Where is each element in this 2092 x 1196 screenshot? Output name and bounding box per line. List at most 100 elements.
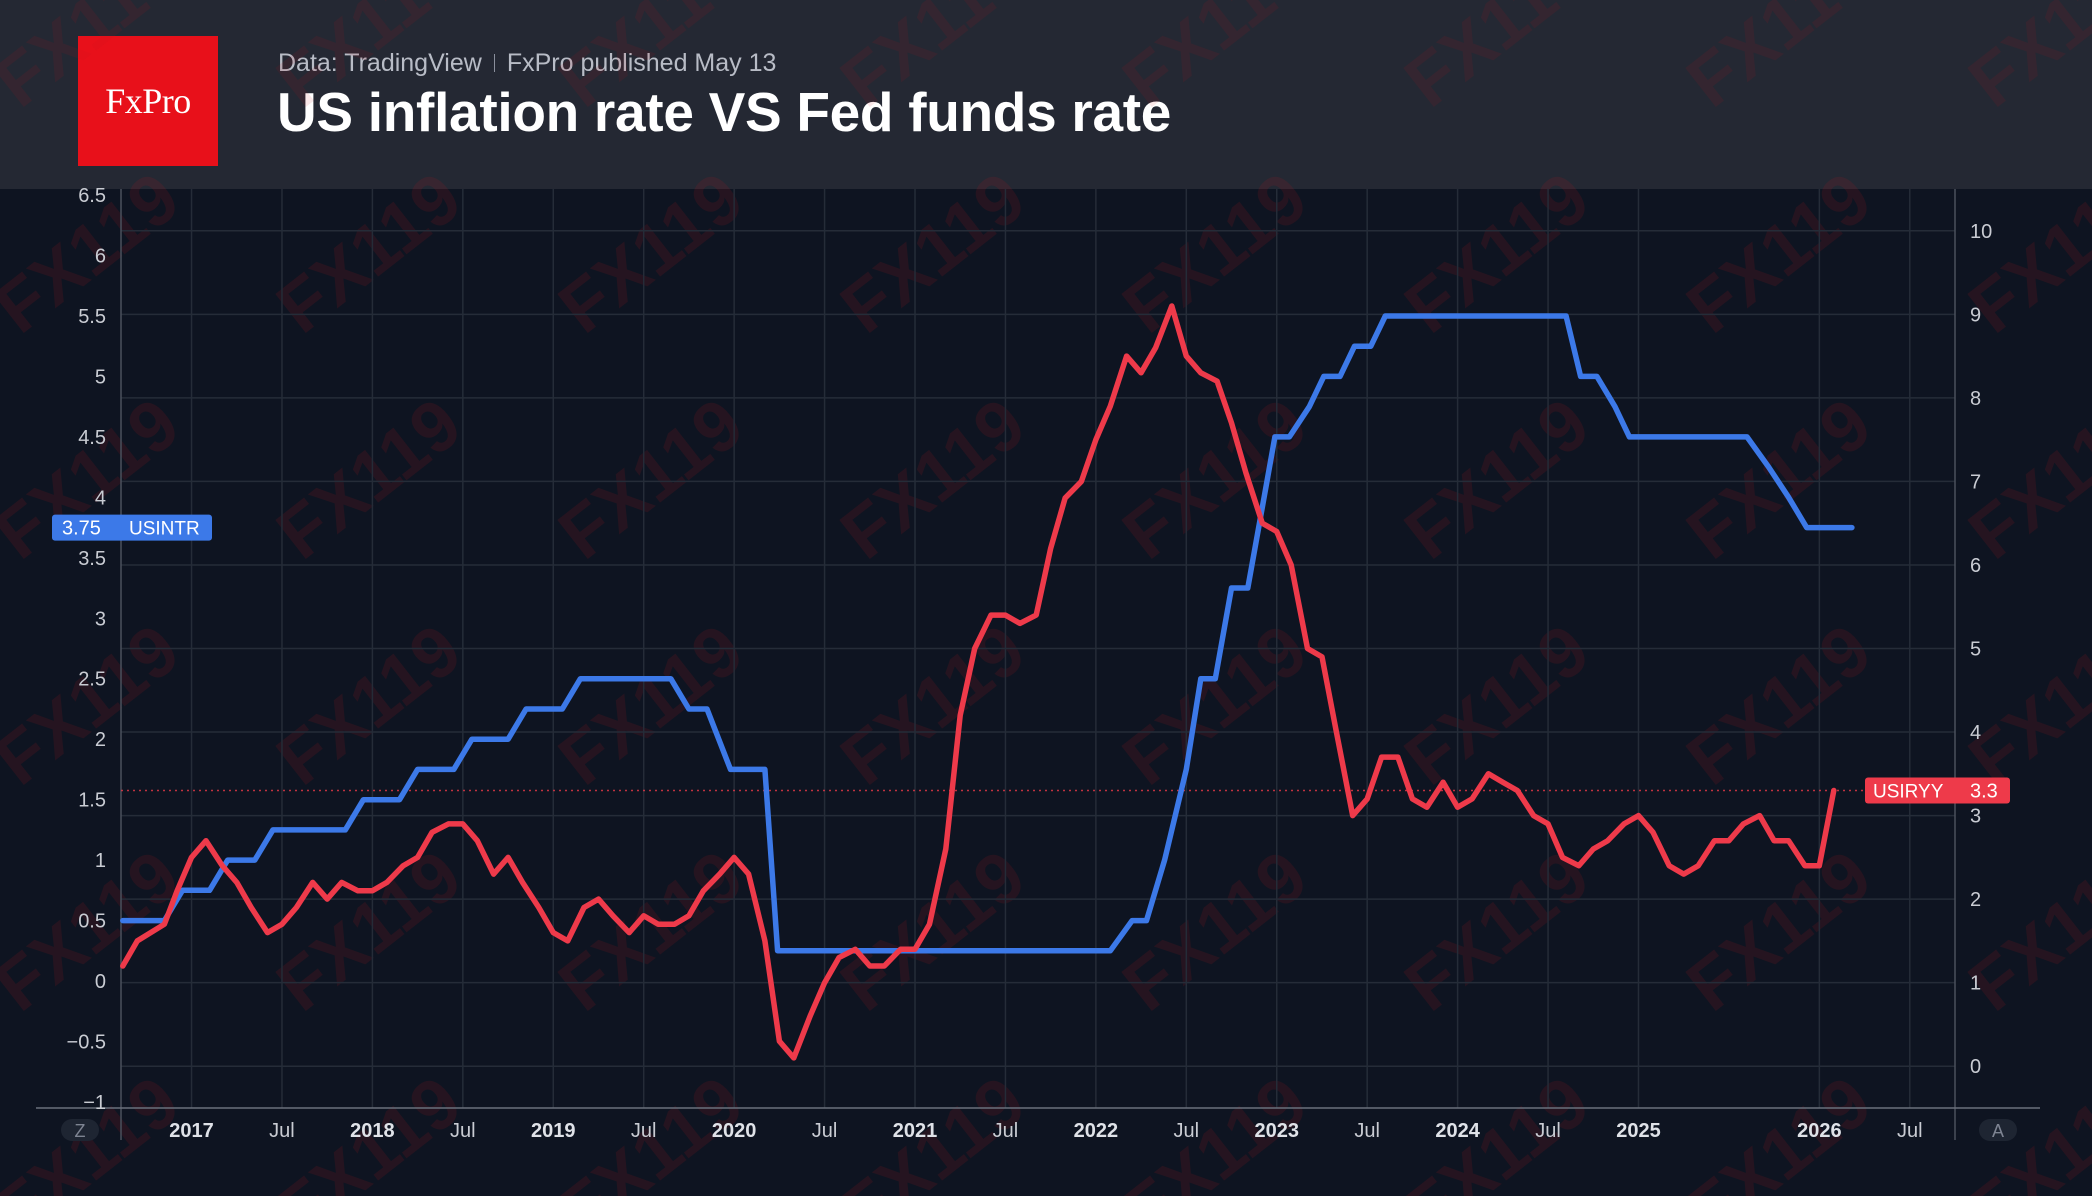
publish-note: FxPro published May 13 [506, 49, 777, 77]
x-axis-tick: 2022 [1074, 1120, 1119, 1142]
right-axis-tick: 6 [1970, 555, 1981, 577]
x-axis-tick: 2018 [350, 1120, 395, 1142]
x-axis-tick: 2023 [1254, 1120, 1299, 1142]
watermark-text: FX119 [1109, 0, 1322, 123]
watermark-text: FX119 [827, 609, 1040, 800]
watermark-text: FX119 [1955, 0, 2092, 123]
right-axis-tick: 2 [1970, 889, 1981, 911]
x-axis-tick: 2020 [712, 1120, 757, 1142]
watermark-text: FX119 [1109, 609, 1322, 800]
usiryy-badge [1865, 777, 2010, 804]
left-axis-tick: −0.5 [67, 1031, 106, 1053]
fxpro-logo: FxPro [78, 36, 218, 166]
x-axis-tick: Jul [269, 1120, 295, 1142]
usintr-badge [52, 514, 212, 541]
watermark-text: FX119 [545, 609, 758, 800]
x-axis-tick: Jul [993, 1120, 1019, 1142]
watermark-text: FX119 [1391, 383, 1604, 574]
watermark-text: FX119 [1673, 609, 1886, 800]
scale-button-left [61, 1119, 99, 1141]
watermark-text: FX119 [1955, 1061, 2092, 1196]
left-axis-tick: 0 [95, 971, 106, 993]
watermark-text: FX119 [827, 835, 1040, 1026]
left-axis-tick: 3 [95, 608, 106, 630]
left-axis-tick: 6.5 [78, 185, 106, 207]
watermark-text: FX119 [1391, 157, 1604, 348]
watermark-text: FX119 [1109, 383, 1322, 574]
left-axis-tick: 2 [95, 729, 106, 751]
right-axis-tick: 5 [1970, 639, 1981, 661]
usiryy-badge-name: USIRYY [1873, 782, 1944, 803]
watermark-text: FX119 [263, 157, 476, 348]
scale-button-label: Z [75, 1121, 86, 1141]
left-axis-tick: −1 [83, 1092, 106, 1114]
x-axis-tick: 2019 [531, 1120, 576, 1142]
watermark-text: FX119 [1109, 835, 1322, 1026]
right-axis-tick: 7 [1970, 471, 1981, 493]
x-axis-tick: Jul [812, 1120, 838, 1142]
grid-lines [121, 189, 1955, 1108]
x-axis-tick: 2017 [169, 1120, 214, 1142]
series-layer [120, 303, 1855, 1061]
chart-title: US inflation rate VS Fed funds rate [277, 81, 1172, 143]
right-axis-tick: 8 [1970, 388, 1981, 410]
watermark-text: FX119 [263, 383, 476, 574]
x-axis-tick: 2024 [1435, 1120, 1480, 1142]
watermark-text: FX119 [0, 383, 194, 574]
watermark-text: FX119 [1673, 157, 1886, 348]
right-axis-tick: 3 [1970, 806, 1981, 828]
x-axis-tick: Jul [1174, 1120, 1200, 1142]
x-axis-tick: Jul [450, 1120, 476, 1142]
watermark-text: FX119 [1955, 835, 2092, 1026]
left-axis-tick: 5 [95, 366, 106, 388]
x-axis-tick: Jul [1535, 1120, 1561, 1142]
watermark-text: FX119 [545, 157, 758, 348]
x-axis-tick: 2021 [893, 1120, 938, 1142]
watermark-text: FX119 [1673, 0, 1886, 123]
watermark-text: FX119 [0, 609, 194, 800]
left-axis-tick: 4.5 [78, 427, 106, 449]
right-axis-tick: 9 [1970, 304, 1981, 326]
watermark-text: FX119 [1109, 157, 1322, 348]
data-source: Data: TradingView [278, 49, 482, 77]
series-line-usiryy [120, 303, 1837, 1061]
left-axis-tick: 4 [95, 487, 106, 509]
left-axis-tick: 5.5 [78, 306, 106, 328]
left-axis-tick: 1.5 [78, 790, 106, 812]
scale-button-label: A [1992, 1121, 2004, 1141]
watermark-text: FX119 [0, 0, 194, 123]
left-axis-tick: 1 [95, 850, 106, 872]
chart-subtitle: Data: TradingView FxPro published May 13 [278, 49, 776, 78]
watermark-text: FX119 [545, 383, 758, 574]
watermark-text: FX119 [1673, 1061, 1886, 1196]
watermark-text: FX119 [827, 0, 1040, 123]
watermark-text: FX119 [1391, 0, 1604, 123]
right-axis-tick: 0 [1970, 1056, 1981, 1078]
x-axis-tick: Jul [1354, 1120, 1380, 1142]
usintr-badge-name: USINTR [129, 519, 200, 540]
subtitle-separator [493, 54, 495, 72]
watermark-text: FX119 [263, 835, 476, 1026]
x-axis-tick: 2026 [1797, 1120, 1842, 1142]
right-axis-tick: 4 [1970, 722, 1981, 744]
watermark-text: FX119 [1391, 1061, 1604, 1196]
watermark-text: FX119 [827, 157, 1040, 348]
x-axis-tick: 2025 [1616, 1120, 1661, 1142]
watermark-text: FX119 [263, 0, 476, 123]
left-axis-tick: 3.5 [78, 548, 106, 570]
right-axis-tick: 1 [1970, 973, 1981, 995]
left-axis-tick: 6 [95, 246, 106, 268]
watermark-text: FX119 [1673, 835, 1886, 1026]
header-bar: FxPro Data: TradingView FxPro published M… [0, 0, 2092, 189]
watermark-text: FX119 [545, 0, 758, 123]
right-axis-tick: 10 [1970, 221, 1992, 243]
x-axis-tick: Jul [631, 1120, 657, 1142]
watermark-text: FX119 [827, 383, 1040, 574]
left-axis-tick: 0.5 [78, 911, 106, 933]
usintr-badge-value: 3.75 [62, 518, 101, 540]
series-line-usintr [120, 313, 1855, 954]
